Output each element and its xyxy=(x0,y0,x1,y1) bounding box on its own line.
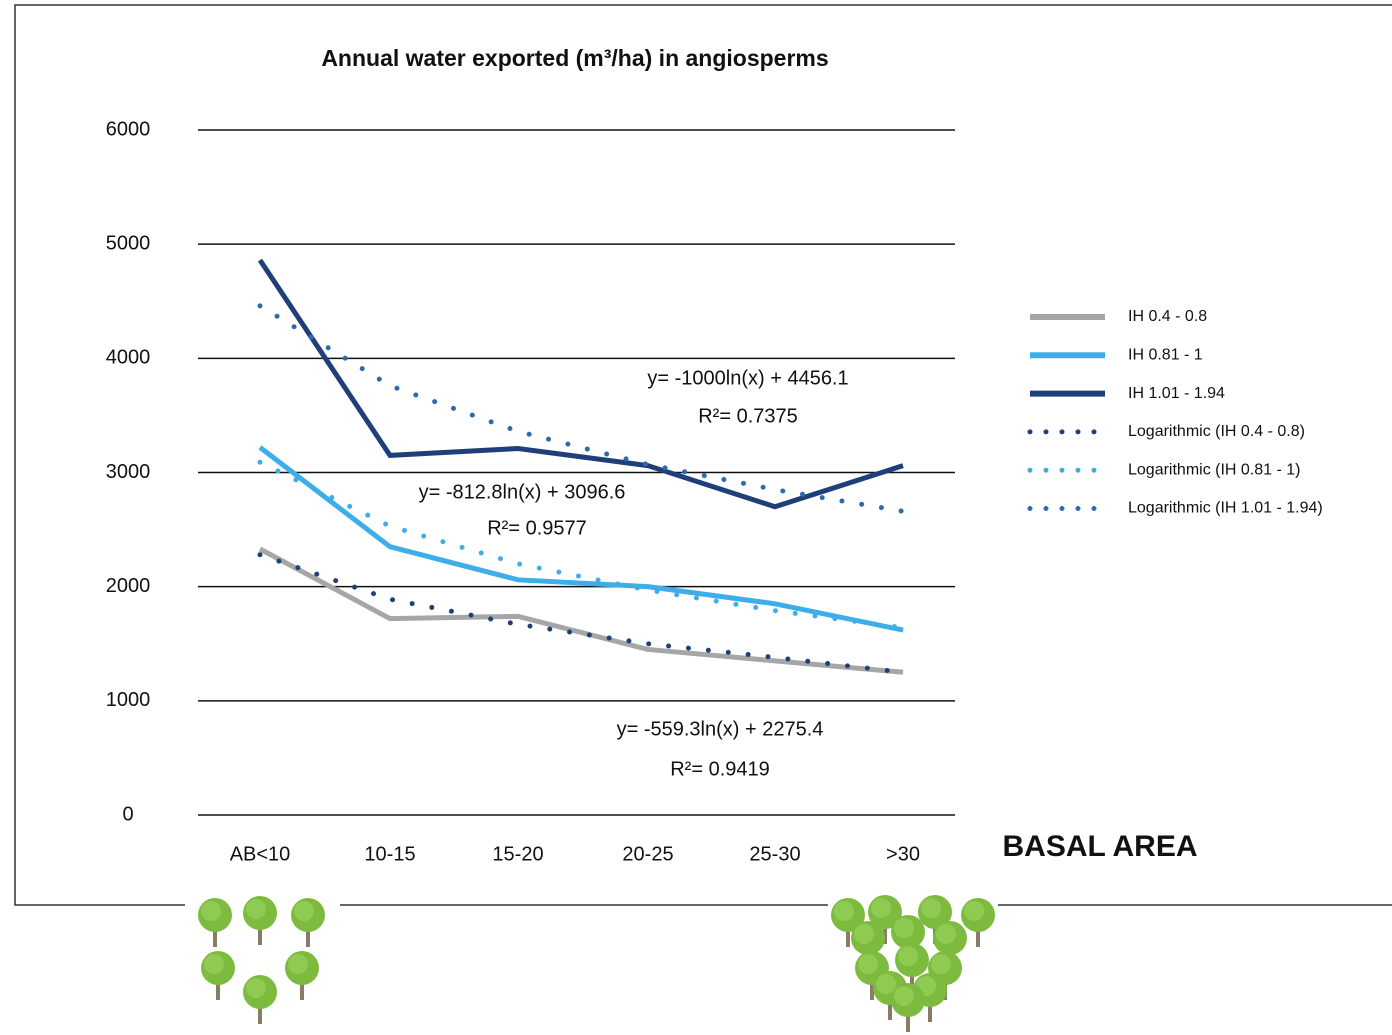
y-tick-label: 1000 xyxy=(106,689,151,711)
y-tick-label: 4000 xyxy=(106,347,151,369)
tree-trunk xyxy=(910,970,914,992)
chart-frame xyxy=(14,4,1392,906)
tree-trunk xyxy=(906,1010,910,1032)
x-tick-label: AB<10 xyxy=(230,843,291,865)
tree-crown-shade xyxy=(898,946,918,966)
tree-crown-shade xyxy=(964,901,984,921)
tree-trunk xyxy=(846,925,850,947)
legend-label: IH 0.81 - 1 xyxy=(1128,347,1203,364)
tree-trunk xyxy=(870,978,874,1000)
tree-trunk xyxy=(888,998,892,1020)
tree-icons xyxy=(198,895,995,1032)
tree-crown-shade xyxy=(858,954,878,974)
y-tick-label: 6000 xyxy=(106,118,151,140)
y-tick-label: 2000 xyxy=(106,575,151,597)
x-axis-title: BASAL AREA xyxy=(1002,830,1197,863)
tree-trunk xyxy=(928,1000,932,1022)
equation-label: y= -559.3ln(x) + 2275.4 xyxy=(617,718,824,740)
tree-crown-shade xyxy=(894,918,914,938)
tree-crown-shade xyxy=(854,924,874,944)
tree-crown-shade xyxy=(288,954,308,974)
equation-label: R²= 0.7375 xyxy=(698,405,798,427)
chart-title: Annual water exported (m³/ha) in angiosp… xyxy=(321,45,828,71)
x-tick-label: 15-20 xyxy=(492,843,543,865)
legend-label: IH 1.01 - 1.94 xyxy=(1128,385,1225,402)
tree-crown-shade xyxy=(936,924,956,944)
tree-trunk xyxy=(258,1002,262,1024)
x-tick-label: 25-30 xyxy=(749,843,800,865)
tree-crown-shade xyxy=(921,898,941,918)
y-tick-label: 3000 xyxy=(106,461,151,483)
trend-line xyxy=(257,459,906,631)
x-tick-label: 20-25 xyxy=(622,843,673,865)
tree-trunk xyxy=(258,923,262,945)
tree-crown-shade xyxy=(834,901,854,921)
tree-crown-shade xyxy=(894,986,914,1006)
x-tick-label: 10-15 xyxy=(364,843,415,865)
tree-trunk xyxy=(306,925,310,947)
legend-label: Logarithmic (IH 0.4 - 0.8) xyxy=(1128,423,1305,440)
tree-trunk xyxy=(883,922,887,944)
data-line xyxy=(257,258,904,510)
tree-crown-shade xyxy=(201,901,221,921)
tree-crown-shade xyxy=(246,978,266,998)
data-line xyxy=(258,445,904,633)
equation-label: R²= 0.9419 xyxy=(670,758,770,780)
tree-trunk xyxy=(213,925,217,947)
tree-crown-shade xyxy=(931,954,951,974)
legend-label: Logarithmic (IH 1.01 - 1.94) xyxy=(1128,500,1323,517)
equation-label: R²= 0.9577 xyxy=(487,517,587,539)
tree-crown-shade xyxy=(294,901,314,921)
tree-trunk xyxy=(300,978,304,1000)
equation-label: y= -812.8ln(x) + 3096.6 xyxy=(419,481,626,503)
tree-crown-shade xyxy=(876,974,896,994)
y-tick-label: 0 xyxy=(122,803,133,825)
equation-label: y= -1000ln(x) + 4456.1 xyxy=(647,367,848,389)
tree-trunk xyxy=(216,978,220,1000)
legend-label: Logarithmic (IH 0.81 - 1) xyxy=(1128,461,1301,478)
x-tick-label: >30 xyxy=(886,843,920,865)
tree-trunk xyxy=(976,925,980,947)
legend-label: IH 0.4 - 0.8 xyxy=(1128,308,1207,325)
tree-crown-shade xyxy=(246,899,266,919)
data-line xyxy=(258,546,904,675)
y-tick-label: 5000 xyxy=(106,232,151,254)
tree-crown-shade xyxy=(871,898,891,918)
tree-crown-shade xyxy=(204,954,224,974)
